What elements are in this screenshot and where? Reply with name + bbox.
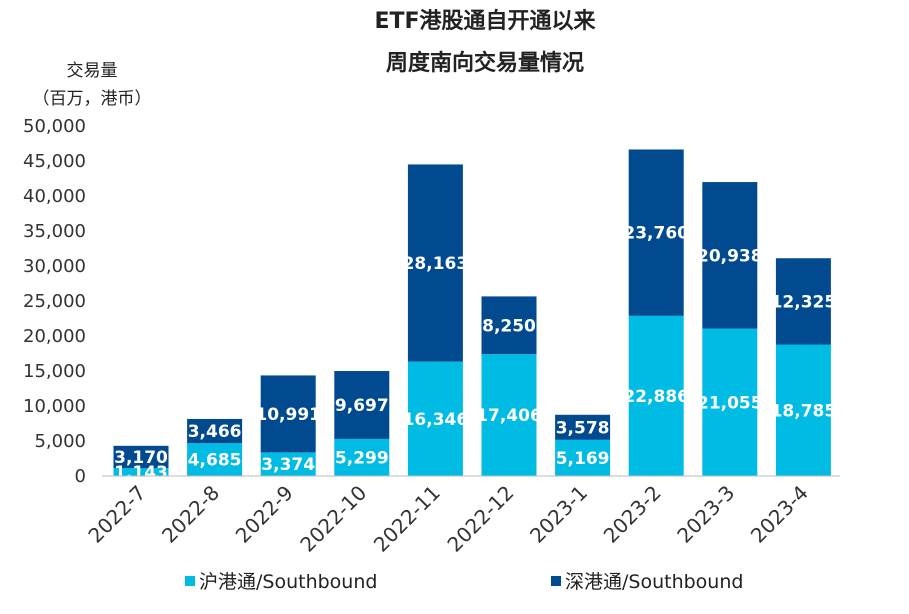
chart-title-line-2: 周度南向交易量情况	[386, 50, 584, 76]
data-label-southbound-shenzhen: 9,697	[335, 396, 389, 416]
data-label-southbound-shenzhen: 3,170	[114, 448, 168, 468]
data-label-southbound-shenzhen: 12,325	[771, 292, 837, 312]
x-tick-label: 2023-1	[525, 481, 592, 548]
x-tick-label: 2022-12	[442, 481, 518, 557]
y-tick-label: 20,000	[23, 326, 86, 347]
bar-southbound-shenzhen	[702, 182, 758, 329]
bar-southbound-shenzhen	[260, 375, 316, 453]
bar-southbound-shanghai	[260, 452, 316, 476]
x-tick-label: 2022-9	[231, 481, 298, 548]
bar-southbound-shanghai	[775, 344, 831, 476]
x-tick-label: 2023-2	[599, 481, 666, 548]
bar-southbound-shenzhen	[187, 418, 243, 444]
data-label-southbound-shenzhen: 3,578	[556, 418, 610, 438]
y-tick-label: 15,000	[23, 361, 86, 382]
y-axis-label-line-1: 交易量	[67, 61, 118, 81]
y-axis-ticks: 0 5,000 10,000 15,000 20,000 25,000 30,000 35,0…	[23, 116, 86, 487]
data-label-southbound-shanghai: 22,886	[623, 387, 689, 407]
data-label-southbound-shenzhen: 20,938	[697, 246, 763, 266]
data-label-southbound-shanghai: 4,685	[188, 451, 242, 471]
bar-southbound-shanghai	[555, 439, 611, 476]
y-tick-label: 5,000	[34, 431, 86, 452]
x-tick-label: 2022-7	[83, 481, 150, 548]
bar-southbound-shanghai	[113, 467, 169, 476]
bar-southbound-shanghai	[187, 443, 243, 476]
y-tick-label: 10,000	[23, 396, 86, 417]
bar-southbound-shanghai	[628, 315, 684, 476]
legend-label-southbound-shenzhen: 深港通/Southbound	[565, 571, 743, 593]
y-axis-label-line-2: （百万，港币）	[33, 89, 152, 109]
data-label-southbound-shanghai: 18,785	[771, 401, 837, 421]
x-tick-label: 2022-10	[295, 481, 371, 557]
bar-southbound-shenzhen	[407, 164, 463, 362]
y-tick-label: 50,000	[23, 116, 86, 137]
bar-southbound-shenzhen	[481, 296, 537, 355]
x-tick-label: 2022-11	[369, 481, 445, 557]
y-tick-label: 40,000	[23, 186, 86, 207]
y-tick-label: 35,000	[23, 221, 86, 242]
data-label-southbound-shanghai: 21,055	[697, 393, 763, 413]
bar-southbound-shenzhen	[334, 371, 390, 439]
legend: 沪港通/Southbound 深港通/Southbound	[185, 571, 743, 593]
data-label-southbound-shenzhen: 28,163	[403, 254, 469, 274]
x-tick-label: 2022-8	[157, 481, 224, 548]
data-label-southbound-shenzhen: 8,250	[482, 316, 536, 336]
data-label-southbound-shenzhen: 10,991	[255, 405, 321, 425]
data-label-southbound-shenzhen: 3,466	[188, 422, 242, 442]
data-label-southbound-shanghai: 5,169	[556, 449, 610, 469]
x-tick-label: 2023-3	[672, 481, 739, 548]
y-tick-label: 30,000	[23, 256, 86, 277]
data-label-southbound-shanghai: 3,374	[261, 455, 315, 475]
legend-label-southbound-shanghai: 沪港通/Southbound	[199, 571, 377, 593]
bar-southbound-shenzhen	[775, 258, 831, 345]
data-label-southbound-shanghai: 16,346	[403, 410, 469, 430]
y-tick-label: 0	[75, 466, 86, 487]
bar-southbound-shanghai	[407, 361, 463, 476]
bar-southbound-shenzhen	[555, 414, 611, 440]
y-tick-label: 45,000	[23, 151, 86, 172]
bar-southbound-shanghai	[702, 328, 758, 476]
chart-title-line-1: ETF港股通自开通以来	[374, 8, 596, 34]
bar-southbound-shanghai	[481, 354, 537, 476]
legend-swatch-southbound-shanghai	[185, 576, 195, 586]
data-label-southbound-shanghai: 17,406	[476, 406, 542, 426]
legend-swatch-southbound-shenzhen	[551, 576, 561, 586]
x-tick-label: 2023-4	[746, 481, 813, 548]
bar-southbound-shanghai	[334, 438, 390, 476]
bar-southbound-shenzhen	[628, 149, 684, 316]
y-tick-label: 25,000	[23, 291, 86, 312]
data-label-southbound-shanghai: 1,143	[114, 463, 168, 483]
data-label-southbound-shanghai: 5,299	[335, 448, 389, 468]
data-label-southbound-shenzhen: 23,760	[623, 224, 689, 244]
bar-southbound-shenzhen	[113, 445, 169, 468]
